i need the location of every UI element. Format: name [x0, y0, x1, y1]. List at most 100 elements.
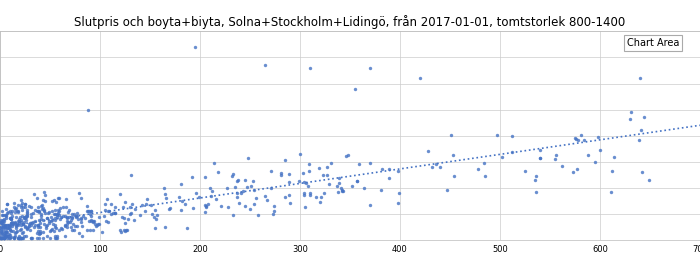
Point: [60, 223, 71, 227]
Point: [1, 230, 12, 235]
Point: [150, 226, 161, 230]
Point: [16, 207, 27, 212]
Point: [122, 217, 134, 221]
Point: [52, 208, 64, 212]
Point: [211, 197, 222, 201]
Point: [383, 176, 394, 180]
Point: [535, 148, 546, 152]
Point: [38, 209, 49, 213]
Point: [110, 211, 121, 215]
Point: [529, 178, 540, 182]
Point: [99, 214, 110, 218]
Point: [38, 222, 50, 226]
Point: [13, 235, 24, 240]
Point: [480, 174, 491, 178]
Point: [206, 194, 217, 198]
Point: [120, 228, 132, 232]
Point: [176, 199, 188, 203]
Point: [26, 235, 37, 240]
Point: [116, 230, 127, 234]
Point: [384, 167, 395, 171]
Point: [15, 205, 27, 209]
Point: [37, 198, 48, 203]
Point: [0, 213, 8, 217]
Point: [573, 138, 584, 142]
Point: [551, 153, 562, 157]
Point: [61, 225, 72, 229]
Point: [21, 214, 32, 218]
Point: [358, 186, 370, 190]
Point: [43, 221, 55, 225]
Point: [506, 150, 517, 154]
Point: [6, 220, 18, 224]
Point: [50, 226, 62, 230]
Point: [47, 209, 58, 213]
Point: [0, 234, 11, 238]
Point: [333, 181, 344, 186]
Point: [79, 216, 90, 220]
Point: [45, 235, 56, 240]
Point: [76, 217, 87, 221]
Point: [13, 217, 24, 221]
Point: [190, 45, 201, 49]
Point: [50, 218, 61, 222]
Point: [25, 235, 36, 240]
Point: [118, 216, 130, 220]
Point: [74, 231, 85, 235]
Point: [0, 228, 8, 232]
Point: [68, 228, 79, 232]
Point: [606, 189, 617, 194]
Point: [375, 188, 386, 192]
Point: [8, 201, 20, 205]
Point: [422, 149, 433, 153]
Point: [3, 225, 14, 229]
Point: [190, 191, 202, 195]
Point: [594, 147, 606, 152]
Point: [117, 205, 128, 209]
Point: [491, 133, 502, 137]
Point: [7, 224, 18, 228]
Point: [5, 233, 16, 237]
Point: [134, 213, 146, 217]
Point: [175, 182, 186, 186]
Point: [365, 161, 376, 165]
Point: [9, 230, 20, 235]
Point: [164, 206, 176, 210]
Point: [276, 171, 287, 175]
Point: [34, 210, 45, 214]
Point: [435, 165, 446, 169]
Point: [124, 205, 135, 209]
Point: [208, 161, 219, 165]
Point: [0, 218, 8, 222]
Point: [13, 209, 24, 213]
Point: [159, 192, 170, 196]
Point: [180, 202, 191, 206]
Point: [8, 204, 20, 209]
Point: [0, 232, 6, 236]
Point: [3, 223, 14, 227]
Point: [83, 209, 94, 213]
Point: [37, 230, 48, 234]
Point: [51, 212, 62, 217]
Point: [0, 232, 11, 236]
Point: [10, 220, 21, 224]
Point: [21, 208, 32, 212]
Point: [592, 135, 603, 139]
Point: [71, 214, 82, 218]
Point: [42, 216, 53, 220]
Point: [102, 197, 113, 201]
Point: [253, 213, 264, 217]
Point: [13, 219, 24, 223]
Point: [5, 227, 16, 231]
Point: [181, 226, 193, 230]
Point: [0, 209, 8, 213]
Point: [279, 195, 290, 199]
Point: [164, 207, 175, 211]
Point: [46, 227, 57, 231]
Point: [49, 223, 60, 227]
Point: [248, 188, 260, 192]
Point: [66, 215, 78, 219]
Point: [241, 185, 253, 189]
Point: [60, 234, 71, 238]
Point: [91, 224, 102, 228]
